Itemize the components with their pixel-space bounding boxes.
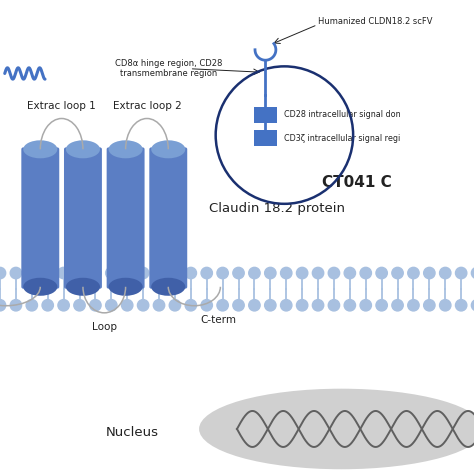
Bar xyxy=(254,130,277,146)
Text: Humanized CLDN18.2 scFV: Humanized CLDN18.2 scFV xyxy=(318,17,432,26)
Circle shape xyxy=(471,267,474,279)
Circle shape xyxy=(74,267,85,279)
Text: CT041 C: CT041 C xyxy=(322,175,392,190)
Text: Extrac loop 1: Extrac loop 1 xyxy=(27,101,96,111)
Circle shape xyxy=(121,267,133,279)
Circle shape xyxy=(376,267,387,279)
Circle shape xyxy=(281,267,292,279)
Circle shape xyxy=(185,300,197,311)
Text: CD28 intracellular signal don: CD28 intracellular signal don xyxy=(284,110,401,119)
Ellipse shape xyxy=(66,278,100,296)
Circle shape xyxy=(137,267,149,279)
Circle shape xyxy=(249,267,260,279)
Circle shape xyxy=(217,267,228,279)
Circle shape xyxy=(153,267,164,279)
Circle shape xyxy=(0,267,6,279)
Ellipse shape xyxy=(66,140,100,158)
Circle shape xyxy=(456,300,467,311)
Ellipse shape xyxy=(151,278,185,296)
Text: Extrac loop 2: Extrac loop 2 xyxy=(112,101,182,111)
Circle shape xyxy=(424,267,435,279)
Circle shape xyxy=(408,300,419,311)
Ellipse shape xyxy=(109,140,143,158)
Circle shape xyxy=(439,267,451,279)
Circle shape xyxy=(90,267,101,279)
Bar xyxy=(254,107,277,123)
Circle shape xyxy=(153,300,164,311)
Circle shape xyxy=(169,267,181,279)
Text: Loop: Loop xyxy=(92,322,117,332)
Text: CD3ζ intracellular signal regi: CD3ζ intracellular signal regi xyxy=(284,134,400,143)
Circle shape xyxy=(344,267,356,279)
Circle shape xyxy=(312,267,324,279)
Circle shape xyxy=(328,300,340,311)
Circle shape xyxy=(408,267,419,279)
Circle shape xyxy=(233,300,244,311)
Circle shape xyxy=(74,300,85,311)
Circle shape xyxy=(0,300,6,311)
Text: Claudin 18.2 protein: Claudin 18.2 protein xyxy=(209,202,345,215)
Circle shape xyxy=(281,300,292,311)
Circle shape xyxy=(10,267,22,279)
Circle shape xyxy=(10,300,22,311)
Circle shape xyxy=(360,300,372,311)
Circle shape xyxy=(58,300,69,311)
Circle shape xyxy=(137,300,149,311)
Circle shape xyxy=(121,300,133,311)
Text: Nucleus: Nucleus xyxy=(106,426,159,439)
Circle shape xyxy=(106,300,117,311)
Circle shape xyxy=(26,300,37,311)
Text: CD8α hinge region, CD28
transmembrane region: CD8α hinge region, CD28 transmembrane re… xyxy=(115,59,222,78)
Circle shape xyxy=(424,300,435,311)
Circle shape xyxy=(344,300,356,311)
Circle shape xyxy=(42,267,54,279)
Ellipse shape xyxy=(199,389,474,469)
Circle shape xyxy=(217,300,228,311)
Circle shape xyxy=(185,267,197,279)
Circle shape xyxy=(456,267,467,279)
FancyBboxPatch shape xyxy=(64,147,102,289)
Ellipse shape xyxy=(109,278,143,296)
Circle shape xyxy=(376,300,387,311)
Ellipse shape xyxy=(23,278,57,296)
Circle shape xyxy=(201,267,212,279)
Circle shape xyxy=(392,267,403,279)
Circle shape xyxy=(90,300,101,311)
Circle shape xyxy=(42,300,54,311)
Ellipse shape xyxy=(23,140,57,158)
Circle shape xyxy=(106,267,117,279)
Circle shape xyxy=(296,300,308,311)
Circle shape xyxy=(264,300,276,311)
FancyBboxPatch shape xyxy=(21,147,59,289)
Circle shape xyxy=(201,300,212,311)
Circle shape xyxy=(296,267,308,279)
Circle shape xyxy=(233,267,244,279)
FancyBboxPatch shape xyxy=(149,147,187,289)
Circle shape xyxy=(392,300,403,311)
Circle shape xyxy=(26,267,37,279)
Circle shape xyxy=(264,267,276,279)
Circle shape xyxy=(439,300,451,311)
Ellipse shape xyxy=(151,140,185,158)
Circle shape xyxy=(58,267,69,279)
Text: C-term: C-term xyxy=(200,315,236,325)
Circle shape xyxy=(312,300,324,311)
Circle shape xyxy=(471,300,474,311)
FancyBboxPatch shape xyxy=(107,147,145,289)
Circle shape xyxy=(360,267,372,279)
Circle shape xyxy=(328,267,340,279)
Circle shape xyxy=(249,300,260,311)
Circle shape xyxy=(169,300,181,311)
